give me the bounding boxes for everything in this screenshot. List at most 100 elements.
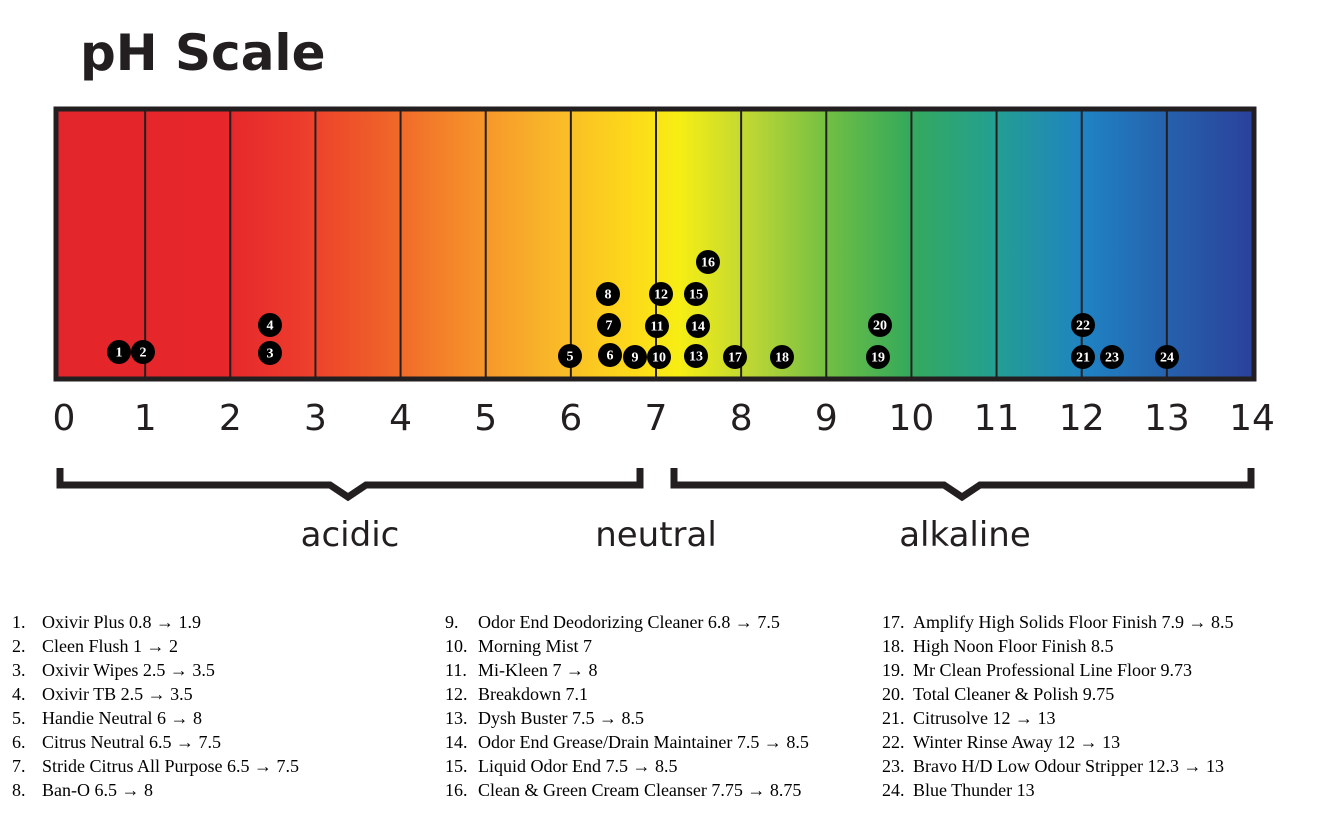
marker: 16 <box>696 250 720 274</box>
item-number: 12. <box>445 684 468 704</box>
item-text: Cleen Flush 1 → 2 <box>42 636 179 656</box>
item-text: Oxivir Plus 0.8 → 1.9 <box>42 612 202 632</box>
marker: 15 <box>684 282 708 306</box>
marker-dot <box>1155 345 1179 369</box>
marker-label: 11 <box>650 320 663 335</box>
item-text: High Noon Floor Finish 8.5 <box>913 636 1114 656</box>
marker-label: 14 <box>691 320 705 335</box>
marker-dot <box>596 282 620 306</box>
item-text: Breakdown 7.1 <box>478 684 588 704</box>
item-text: Winter Rinse Away 12 → 13 <box>913 732 1121 752</box>
marker-dot <box>723 345 747 369</box>
marker: 14 <box>686 314 710 338</box>
marker-dot <box>686 314 710 338</box>
scale-label: 0 <box>53 398 76 439</box>
item-number: 9. <box>445 612 459 632</box>
scale-label: 9 <box>815 398 838 439</box>
marker-dot <box>866 345 890 369</box>
item-number: 6. <box>12 732 26 752</box>
item-number: 1. <box>12 612 26 632</box>
item-number: 22. <box>882 732 905 752</box>
scale-label: 4 <box>389 398 412 439</box>
marker: 5 <box>558 344 582 368</box>
marker: 6 <box>598 343 622 367</box>
marker-label: 4 <box>267 319 274 334</box>
marker-dot <box>684 344 708 368</box>
marker: 12 <box>649 282 673 306</box>
item-text: Amplify High Solids Floor Finish 7.9 → 8… <box>913 612 1234 632</box>
item-number: 2. <box>12 636 26 656</box>
marker: 3 <box>258 341 282 365</box>
marker-dot <box>1100 345 1124 369</box>
item-text: Clean & Green Cream Cleanser 7.75 → 8.75 <box>478 780 802 800</box>
marker-label: 7 <box>606 319 613 334</box>
marker-dot <box>645 314 669 338</box>
item-text: Citrusolve 12 → 13 <box>913 708 1056 728</box>
scale-label: 13 <box>1144 398 1190 439</box>
marker-label: 5 <box>567 350 574 365</box>
marker-dot <box>1071 345 1095 369</box>
scale-label: 7 <box>645 398 668 439</box>
marker-dot <box>558 344 582 368</box>
item-text: Citrus Neutral 6.5 → 7.5 <box>42 732 221 752</box>
marker-label: 12 <box>654 288 668 303</box>
marker-dot <box>258 313 282 337</box>
marker-dot <box>770 345 794 369</box>
marker-label: 22 <box>1076 319 1090 334</box>
item-number: 10. <box>445 636 468 656</box>
marker-label: 3 <box>267 347 274 362</box>
item-number: 15. <box>445 756 468 776</box>
scale-label: 11 <box>974 398 1020 439</box>
marker: 4 <box>258 313 282 337</box>
marker-dot <box>107 340 131 364</box>
scale-label: 1 <box>134 398 157 439</box>
marker-dot <box>868 313 892 337</box>
item-text: Liquid Odor End 7.5 → 8.5 <box>478 756 678 776</box>
marker-label: 24 <box>1160 351 1174 366</box>
marker-dot <box>647 345 671 369</box>
marker: 18 <box>770 345 794 369</box>
scale-label: 3 <box>304 398 327 439</box>
item-number: 8. <box>12 780 26 800</box>
marker-label: 20 <box>873 319 887 334</box>
marker-label: 2 <box>140 346 147 361</box>
marker: 2 <box>131 340 155 364</box>
item-number: 14. <box>445 732 468 752</box>
marker-label: 10 <box>652 351 666 366</box>
marker: 23 <box>1100 345 1124 369</box>
title: pH Scale <box>80 24 325 82</box>
marker-label: 6 <box>607 349 614 364</box>
marker-dot <box>649 282 673 306</box>
item-number: 3. <box>12 660 26 680</box>
marker-label: 17 <box>728 351 742 366</box>
item-number: 4. <box>12 684 26 704</box>
marker: 20 <box>868 313 892 337</box>
marker-dot <box>131 340 155 364</box>
marker-dot <box>696 250 720 274</box>
item-text: Oxivir Wipes 2.5 → 3.5 <box>42 660 215 680</box>
marker-dot <box>1071 313 1095 337</box>
item-text: Oxivir TB 2.5 → 3.5 <box>42 684 193 704</box>
marker-dot <box>623 345 647 369</box>
item-number: 17. <box>882 612 905 632</box>
item-text: Stride Citrus All Purpose 6.5 → 7.5 <box>42 756 300 776</box>
marker-label: 1 <box>116 346 123 361</box>
item-text: Total Cleaner & Polish 9.75 <box>913 684 1115 704</box>
item-text: Dysh Buster 7.5 → 8.5 <box>478 708 644 728</box>
item-number: 7. <box>12 756 26 776</box>
item-number: 18. <box>882 636 905 656</box>
marker-label: 13 <box>689 350 703 365</box>
marker: 1 <box>107 340 131 364</box>
marker: 10 <box>647 345 671 369</box>
item-text: Mi-Kleen 7 → 8 <box>478 660 598 680</box>
marker: 8 <box>596 282 620 306</box>
scale-label: 2 <box>219 398 242 439</box>
marker: 22 <box>1071 313 1095 337</box>
item-number: 20. <box>882 684 905 704</box>
item-number: 13. <box>445 708 468 728</box>
item-text: Blue Thunder 13 <box>913 780 1035 800</box>
marker: 13 <box>684 344 708 368</box>
marker: 21 <box>1071 345 1095 369</box>
